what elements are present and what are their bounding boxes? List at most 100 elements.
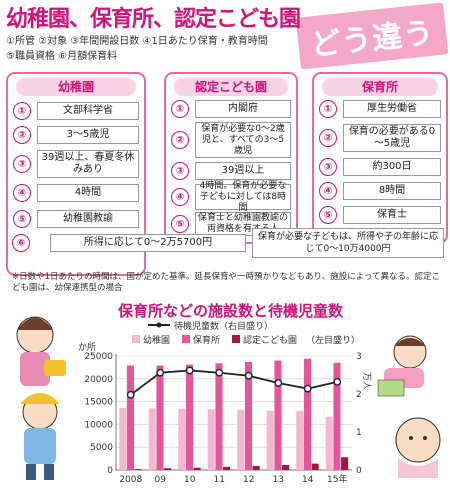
y2-tick-label: 0 <box>356 466 362 476</box>
x-tick-label: 10 <box>184 475 196 485</box>
cell: 保育士 <box>343 206 441 224</box>
child-illustration-left <box>16 316 66 386</box>
bar-certified <box>311 463 319 470</box>
y-tick-label: 25000 <box>84 352 113 362</box>
bar-certified <box>223 466 231 470</box>
fee-row-kindergarten: ⑥ 所得に応じて0～2万5700円 <box>12 234 246 252</box>
legend-swatch-kindergarten <box>132 335 140 343</box>
legend-line-label: 待機児童数（右目盛り） <box>174 320 273 332</box>
bar-kindergarten <box>296 411 304 470</box>
y-tick-label: 15000 <box>84 398 113 408</box>
bar-certified <box>282 464 290 470</box>
x-tick-label: 09 <box>155 475 167 485</box>
row-number: ② <box>13 126 31 144</box>
y2-tick-label: 3 <box>356 352 362 362</box>
bar-nursery <box>126 365 134 470</box>
row-number: ③ <box>171 162 189 180</box>
row-number: ⑤ <box>319 206 337 224</box>
y2-tick-label: 1 <box>356 428 362 438</box>
row-number: ③ <box>13 155 31 173</box>
legend-bars-axis-note: （左目盛り） <box>306 334 360 346</box>
line-point <box>303 384 312 393</box>
x-tick-label: 13 <box>273 475 284 485</box>
bar-kindergarten <box>207 409 215 470</box>
bar-nursery <box>303 358 311 470</box>
line-point <box>215 368 224 377</box>
cell: 厚生労働省 <box>343 100 441 118</box>
x-tick-label: 14 <box>302 475 314 485</box>
legend-line-marker <box>156 322 162 328</box>
column-heading: 保育所 <box>322 78 438 96</box>
row-number: ② <box>319 129 337 147</box>
line-point <box>274 379 283 387</box>
x-tick-label: 15年 <box>327 473 347 485</box>
bar-certified <box>164 468 172 470</box>
y-tick-label: 20000 <box>84 375 113 385</box>
bar-nursery <box>215 363 223 470</box>
bar-nursery <box>244 361 252 470</box>
line-point <box>333 377 342 386</box>
row-number: ① <box>13 102 31 120</box>
child-illustration-left-bottom <box>20 393 60 480</box>
line-point <box>244 371 253 380</box>
row-number: ⑥ <box>12 234 30 252</box>
line-point <box>185 366 194 375</box>
bar-kindergarten <box>325 416 333 470</box>
right-axis-unit: 万人 <box>361 372 372 390</box>
bar-kindergarten <box>178 408 186 470</box>
row-number: ① <box>319 100 337 118</box>
certified-center-column: 認定こども園 ① 内閣府 ② 保育が必要な0～2歳児と、すべての3～5歳児 ③ 39週… <box>164 72 298 244</box>
row-number: ① <box>171 100 189 118</box>
legend-label-nursery: 保育所 <box>193 334 220 346</box>
footnote: ※日数や1日あたりの時間は、国が定めた基準。延長保育や一時預かりなどもあり、施設… <box>12 272 441 293</box>
left-axis-unit: か所 <box>78 342 96 353</box>
cell: 39週以上、春夏冬休みあり <box>37 150 139 178</box>
fee-nursery: 保育が必要な子どもは、所得や子の年齢に応じて0～10万4000円 <box>252 228 444 258</box>
bar-nursery <box>156 365 164 470</box>
cell: 保育の必要がある0～5歳児 <box>343 124 441 152</box>
page-title: 幼稚園、保育所、認定こども園 <box>6 7 301 32</box>
row-number: ② <box>171 131 189 149</box>
cell: 39週以上 <box>195 162 291 180</box>
bar-kindergarten <box>148 408 156 470</box>
bar-kindergarten <box>266 410 274 470</box>
legend-line-1: ①所管 ②対象 ③年間開設日数 ④1日あたり保育・教育時間 <box>6 36 268 47</box>
cell: 4時間 <box>37 184 139 202</box>
legend-swatch-certified <box>232 335 240 343</box>
bar-certified <box>341 457 349 470</box>
bar-kindergarten <box>237 409 245 470</box>
cell: 8時間 <box>343 182 441 200</box>
legend-line-2: ⑤職員資格 ⑥月額保育料 <box>6 51 118 62</box>
column-heading: 認定こども園 <box>174 78 288 96</box>
x-tick-label: 2008 <box>119 475 142 485</box>
cell: 4時間。保育が必要な子どもに対しては8時間 <box>195 181 291 213</box>
row-number: ④ <box>13 184 31 202</box>
cell: 保育が必要な0～2歳児と、すべての3～5歳児 <box>195 122 291 158</box>
fee-row-nursery: 保育が必要な子どもは、所得や子の年齢に応じて0～10万4000円 <box>252 228 444 258</box>
x-tick-label: 12 <box>243 475 254 485</box>
cell: 幼稚園教諭 <box>37 210 139 228</box>
cell: 約300日 <box>343 158 441 176</box>
bar-certified <box>252 465 260 470</box>
row-number: ⑤ <box>13 210 31 228</box>
baby-illustration-right <box>395 417 441 478</box>
bar-nursery <box>274 360 282 470</box>
bar-certified <box>193 467 201 470</box>
row-number: ③ <box>319 158 337 176</box>
waiting-children-line <box>130 369 338 396</box>
y-tick-label: 0 <box>107 466 113 476</box>
column-heading: 幼稚園 <box>16 78 136 96</box>
legend-label-kindergarten: 幼稚園 <box>143 334 170 346</box>
cell: 3～5歳児 <box>37 126 139 144</box>
child-illustration-right <box>377 335 427 397</box>
legend-swatch-nursery <box>182 335 190 343</box>
fee-kindergarten: 所得に応じて0～2万5700円 <box>50 234 246 252</box>
bar-kindergarten <box>119 407 127 470</box>
line-point <box>126 390 135 399</box>
bar-certified <box>134 469 142 470</box>
y-tick-label: 10000 <box>84 420 113 430</box>
chart-legend: 待機児童数（右目盛り） 幼稚園 保育所 認定こども園 （左目盛り） <box>132 320 360 346</box>
